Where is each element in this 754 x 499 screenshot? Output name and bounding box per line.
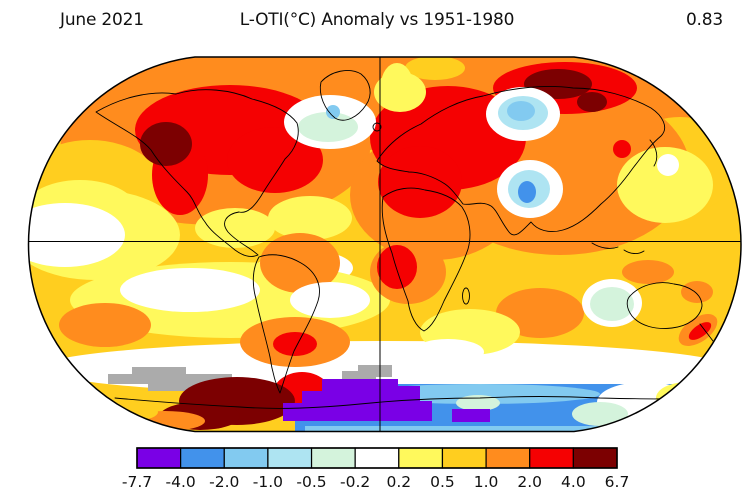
colorbar-segment [180,447,225,469]
colorbar-tick-label: 2.0 [517,473,542,491]
global-mean-value: 0.83 [685,10,723,30]
colorbar-tick-label: -7.7 [122,473,152,491]
colorbar-tick-label: 6.7 [605,473,630,491]
colorbar-segment [354,447,400,469]
figure-header: June 2021 L-OTI(°C) Anomaly vs 1951-1980… [0,0,754,40]
graticule [28,57,741,432]
colorbar-segment [441,447,487,469]
colorbar-tick-label: 1.0 [474,473,499,491]
colorbar-segment [529,447,574,469]
colorbar-tick-label: -0.2 [340,473,370,491]
colorbar-tick-label: 0.5 [430,473,455,491]
colorbar-segment [398,447,444,469]
anomaly-field [28,57,741,432]
coastlines [95,70,714,409]
colorbar-frame [136,447,618,469]
map-outline [27,56,742,433]
colorbar-segment [485,447,531,469]
colorbar-tick-label: -1.0 [253,473,283,491]
colorbar-segment [572,447,618,469]
colorbar-tick-label: -4.0 [166,473,196,491]
figure-title: L-OTI(°C) Anomaly vs 1951-1980 [239,10,515,30]
colorbar-segment [267,447,313,469]
colorbar-tick-label: -2.0 [209,473,239,491]
colorbar-segment [136,447,182,469]
colorbar-segment [310,447,356,469]
colorbar-segment [223,447,269,469]
colorbar-tick-label: 0.2 [386,473,411,491]
colorbar-tick-label: 4.0 [561,473,586,491]
date-label: June 2021 [60,10,144,30]
colorbar-tick-label: -0.5 [296,473,326,491]
color-scale-legend: -7.7 -4.0 -2.0 -1.0 -0.5 -0.2 0.2 0.5 1.0 2.0 4.0 6… [122,447,630,491]
